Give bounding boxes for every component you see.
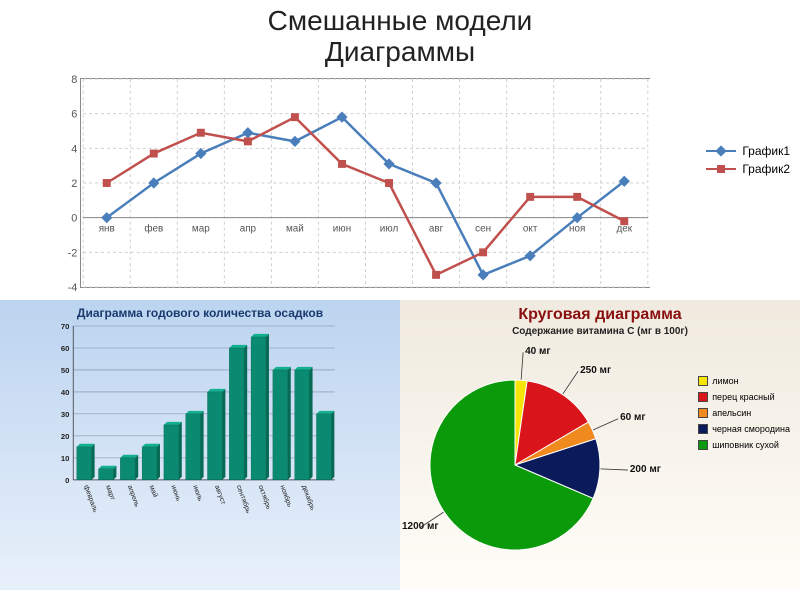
svg-text:50: 50 [61,366,70,375]
pie-chart-title: Круговая диаграмма [400,300,800,324]
svg-text:авг: авг [429,223,444,234]
pie-callout: 40 мг [525,346,550,357]
pie-legend-label: шиповник сухой [712,440,779,450]
legend-label: График1 [742,144,790,158]
legend-label: График2 [742,162,790,176]
svg-text:70: 70 [61,322,70,331]
svg-text:август: август [213,484,227,506]
svg-text:2: 2 [71,178,77,190]
svg-text:март: март [104,484,116,502]
svg-text:апрель: апрель [126,484,140,508]
pie-legend-label: черная смородина [712,424,790,434]
svg-text:40: 40 [61,388,70,397]
pie-legend-label: перец красный [712,392,774,402]
svg-text:0: 0 [71,212,77,224]
svg-text:сен: сен [475,223,491,234]
title-line-1: Смешанные модели [268,5,533,36]
svg-text:ноябрь: ноябрь [278,484,293,509]
svg-text:апр: апр [240,223,257,234]
svg-text:июн: июн [333,223,351,234]
pie-chart-panel: Круговая диаграмма Содержание витамина C… [400,300,800,590]
svg-text:60: 60 [61,344,70,353]
svg-text:30: 30 [61,410,70,419]
svg-text:дек: дек [616,223,632,234]
line-chart-legend: График1 График2 [706,140,790,180]
bottom-row: Диаграмма годового количества осадков 0 1… [0,300,800,590]
pie-legend-label: лимон [712,376,738,386]
pie-legend-item: шиповник сухой [698,440,790,450]
pie-callout: 250 мг [580,365,611,376]
bar-chart: 010203040506070февральмартапрельмайиюньи… [34,326,374,526]
svg-text:июнь: июнь [169,484,181,502]
legend-item: График1 [706,144,790,158]
pie-callout: 200 мг [630,464,661,475]
line-chart-panel: -4 -2 0 2 4 6 8 янв фев мар апр май июн июл авг сен окт н… [40,70,780,300]
bar-chart-panel: Диаграмма годового количества осадков 0 1… [0,300,400,590]
svg-text:декабрь: декабрь [300,484,317,512]
svg-text:февраль: февраль [82,484,98,514]
pie-chart [420,370,610,560]
svg-text:-4: -4 [68,282,78,294]
svg-text:-2: -2 [68,247,78,259]
page-title: Смешанные модели Диаграммы [0,0,800,70]
pie-callout: 1200 мг [402,521,439,532]
svg-text:сентябрь: сентябрь [235,484,253,515]
pie-chart-subtitle: Содержание витамина C (мг в 100г) [400,324,800,341]
svg-text:май: май [148,484,160,499]
line-chart: -4-202468янвфевмарапрмайиюниюлавгсеноктн… [80,78,650,288]
pie-legend-item: лимон [698,376,790,386]
svg-text:октябрь: октябрь [257,484,273,511]
legend-item: График2 [706,162,790,176]
svg-text:20: 20 [61,432,70,441]
svg-text:мар: мар [192,223,210,234]
svg-text:4: 4 [71,143,77,155]
pie-legend-item: черная смородина [698,424,790,434]
pie-chart-legend: лимон перец красный апельсин черная смороди… [698,370,790,456]
svg-text:8: 8 [71,74,77,86]
svg-text:фев: фев [144,223,163,234]
svg-text:май: май [286,223,304,234]
svg-text:янв: янв [99,223,115,234]
svg-text:6: 6 [71,108,77,120]
svg-text:10: 10 [61,454,70,463]
title-line-2: Диаграммы [325,36,475,67]
pie-legend-label: апельсин [712,408,751,418]
svg-text:окт: окт [523,223,538,234]
bar-chart-title: Диаграмма годового количества осадков [0,300,400,322]
pie-legend-item: апельсин [698,408,790,418]
svg-text:ноя: ноя [569,223,585,234]
pie-callout: 60 мг [620,412,645,423]
svg-text:0: 0 [65,476,69,485]
svg-text:июль: июль [191,484,203,502]
svg-text:июл: июл [380,223,399,234]
pie-legend-item: перец красный [698,392,790,402]
